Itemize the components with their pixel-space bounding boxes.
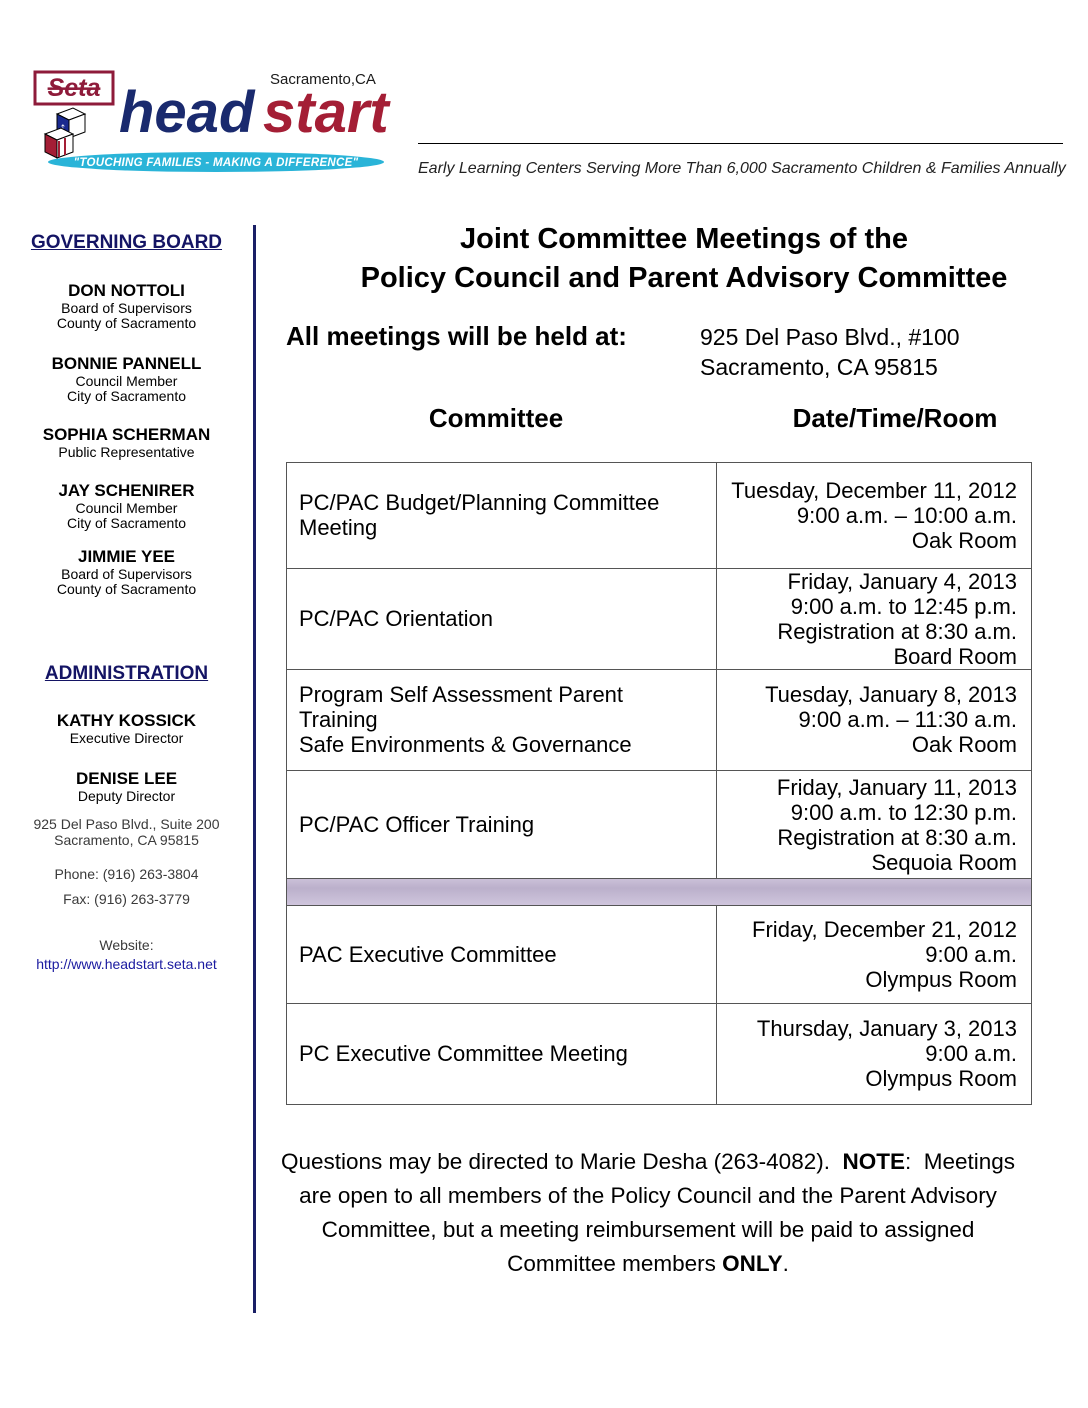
svg-text:head: head — [119, 80, 256, 145]
svg-text:"TOUCHING FAMILIES - MAKING A: "TOUCHING FAMILIES - MAKING A DIFFERENCE… — [74, 157, 359, 169]
svg-text:Seta: Seta — [48, 74, 101, 102]
svg-text:start: start — [263, 80, 391, 145]
